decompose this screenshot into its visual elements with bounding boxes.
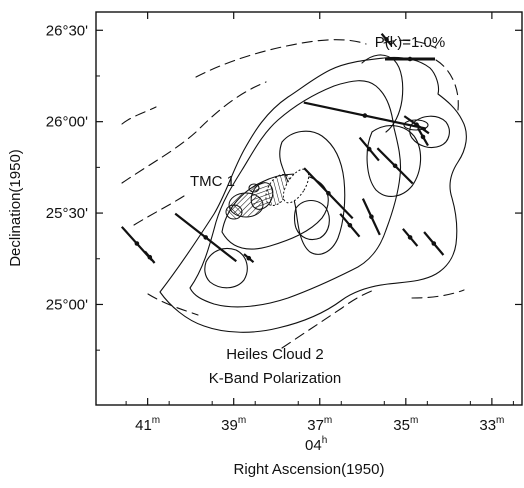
contour-dashed-sw	[147, 293, 199, 316]
star-marker-3	[203, 235, 208, 240]
y-tick-label: 26°30'	[46, 22, 88, 39]
x-axis-ticks: 41m 39m 37m 35m 33m	[125, 12, 514, 434]
y-axis-title: Declination(1950)	[7, 149, 24, 267]
x-tick-unit: m	[238, 415, 246, 426]
star-marker-10	[392, 163, 398, 169]
star-marker-9	[366, 146, 372, 152]
contour-dashed-s	[281, 289, 375, 349]
caption-line-1: Heiles Cloud 2	[226, 346, 324, 363]
star-marker-1	[134, 241, 140, 246]
x-tick-label: 39m	[221, 415, 246, 434]
star-marker-12	[431, 241, 437, 246]
star-marker-7	[362, 113, 368, 118]
polarization-vectors	[120, 32, 445, 264]
x-tick-value: 41	[135, 417, 152, 434]
star-marker-2	[147, 254, 153, 260]
x-tick-label: 33m	[479, 415, 504, 434]
star-marker-8	[369, 214, 374, 219]
contour-outer	[159, 56, 467, 333]
plot-frame	[95, 11, 523, 406]
x-tick-value: 33	[479, 417, 496, 434]
contour-second	[189, 80, 402, 308]
star-marker-11	[414, 122, 419, 127]
x-tick-unit: m	[324, 415, 332, 426]
x-tick-label: 37m	[307, 415, 332, 434]
star-marker-4	[246, 255, 252, 261]
contour-dashed-mid	[121, 81, 267, 184]
contour-dashed-w	[133, 195, 185, 226]
contour-se-loop	[293, 199, 330, 241]
x-unit-sup: h	[322, 435, 328, 446]
tmc1-core-small	[248, 183, 260, 193]
contour-dashed-north	[121, 106, 157, 125]
scale-marker	[407, 56, 413, 62]
x-unit-hours: 04	[305, 437, 322, 454]
x-tick-label: 41m	[135, 415, 160, 434]
y-tick-label: 25°00'	[46, 296, 88, 313]
y-tick-label: 25°30'	[46, 205, 88, 222]
contour-dashed-east-ring	[435, 59, 459, 111]
scale-label: P(k)=1.0%	[375, 34, 445, 51]
source-label: TMC 1	[190, 173, 235, 190]
contour-inner	[279, 130, 346, 255]
tmc1-core-blob	[225, 204, 243, 220]
x-unit-label: 04h	[305, 435, 327, 454]
contour-sw-lobe	[204, 247, 248, 289]
contour-dashed-e	[411, 289, 465, 299]
contour-east-small	[409, 115, 450, 149]
x-tick-value: 39	[221, 417, 238, 434]
x-tick-value: 35	[393, 417, 410, 434]
y-tick-label: 26°00'	[46, 114, 88, 131]
caption-line-2: K-Band Polarization	[209, 370, 342, 387]
contour-dashed-ne	[195, 39, 367, 78]
x-axis-title: Right Ascension(1950)	[234, 461, 385, 478]
star-marker-14	[384, 37, 389, 42]
star-marker-6	[347, 223, 353, 228]
contour-east-loop	[366, 125, 422, 197]
y-axis-ticks: 26°30' 26°00' 25°30' 25°00'	[46, 22, 522, 351]
scale-bar: P(k)=1.0%	[375, 34, 445, 62]
x-tick-label: 35m	[393, 415, 418, 434]
star-marker-15	[420, 134, 426, 140]
star-marker-13	[407, 235, 413, 240]
x-tick-value: 37	[307, 417, 324, 434]
contour-ne-streamer	[361, 54, 404, 133]
x-tick-unit: m	[496, 415, 504, 426]
x-tick-unit: m	[410, 415, 418, 426]
tmc1-core	[225, 168, 310, 220]
star-marker-5	[326, 191, 331, 196]
tmc1-core-east2	[282, 168, 310, 204]
x-tick-unit: m	[152, 415, 160, 426]
